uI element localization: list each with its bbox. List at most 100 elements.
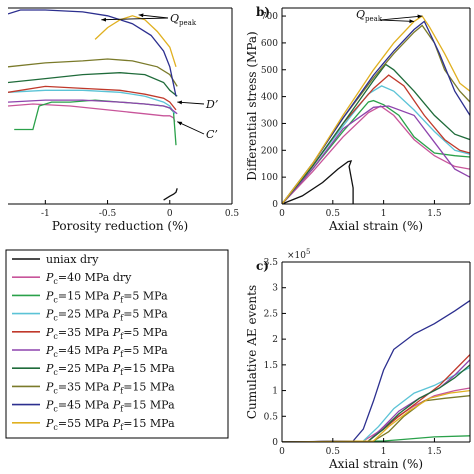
panel-a-tick-labels: -1 -0.5 0 0.5 — [41, 209, 239, 219]
panel-c-exponent-text: ×105 — [287, 248, 310, 261]
legend: uniax dry Pc=40 MPa dry Pc=15 MPa Pf=5 MPa… — [5, 249, 229, 439]
panel-a-series-pc-45-mpa-pf-5-mpa — [8, 99, 178, 115]
panel-a-x-tick-label: -1 — [41, 209, 50, 219]
panel-c-x-tick-label: 1.5 — [427, 447, 442, 457]
panel-a-c-prime-arrow-head — [177, 121, 183, 126]
panel-b-x-tick-label: 0 — [279, 209, 285, 219]
panel-b-y-tick-label: 600 — [261, 39, 278, 49]
panel-b-x-tick-label: 1.5 — [427, 209, 442, 219]
panel-c-series-pc-55-mpa-pf-15-mpa — [282, 389, 470, 442]
panel-a-d-prime-annotation: D’ — [205, 98, 218, 111]
panel-c-x-axis-label: Axial strain (%) — [328, 457, 423, 471]
panel-c-y-tick-label: 0 — [272, 438, 278, 448]
panel-c-ae-events-chart: c) 0 0.5 1 1.5 0 0.5 1 1.5 2 2.5 3 3.5 Axial strain… — [245, 248, 471, 471]
legend-entry: Pc=35 MPa Pf=5 MPa — [45, 326, 168, 341]
panel-c-series-pc-45-mpa-pf-15-mpa — [282, 300, 470, 442]
panel-b-series-uniax-dry — [282, 160, 354, 204]
panel-b-qpeak-arrow-2 — [379, 15, 423, 21]
panel-a-qpeak-arrow-2-head — [138, 13, 144, 18]
panel-a-series-pc-40-mpa-dry — [8, 103, 176, 122]
panel-b-x-tick-label: 0.5 — [326, 209, 341, 219]
panel-a-x-tick-label: -0.5 — [99, 209, 117, 219]
panel-a-series-pc-45-mpa-pf-15-mpa — [8, 9, 177, 97]
panel-b-label: b) — [256, 5, 270, 19]
panel-a-series-pc-15-mpa-pf-5-mpa — [14, 99, 177, 146]
legend-entry: Pc=45 MPa Pf=15 MPa — [45, 399, 175, 414]
panel-a-qpeak-annotation: Qpeak — [170, 12, 197, 27]
panel-b-series-pc-45-mpa-pf-5-mpa — [282, 105, 470, 204]
panel-a-series-uniax-dry — [163, 188, 178, 201]
panel-c-x-tick-label: 0.5 — [326, 447, 341, 457]
panel-a-porosity-chart: -1 -0.5 0 0.5 Porosity reduction (%) Qpeak D… — [8, 7, 239, 233]
panel-b-qpeak-arrow-1 — [379, 19, 415, 22]
panel-a-x-axis-label: Porosity reduction (%) — [52, 219, 188, 233]
panel-c-label: c) — [256, 259, 269, 273]
panel-a-series-pc-25-mpa-pf-5-mpa — [8, 89, 176, 115]
panel-c-axes — [281, 261, 471, 443]
legend-entry: uniax dry — [46, 253, 99, 266]
legend-entry: Pc=25 MPa Pf=5 MPa — [45, 308, 168, 323]
panel-c-x-tick-label: 1 — [381, 447, 387, 457]
panel-b-y-tick-label: 400 — [261, 93, 278, 103]
panel-a-series-pc-35-mpa-pf-15-mpa — [8, 58, 178, 87]
panel-b-series-pc-15-mpa-pf-5-mpa — [282, 99, 470, 204]
panel-b-qpeak-arrow-1-head — [409, 19, 415, 24]
panel-b-qpeak-arrow-2-head — [417, 14, 423, 19]
panel-b-series-lines — [282, 15, 470, 204]
panel-a-d-prime-arrow-head — [177, 100, 182, 105]
panel-a-c-prime-annotation: C’ — [206, 128, 218, 141]
panel-b-qpeak-annotation: Qpeak — [356, 8, 383, 23]
panel-a-qpeak-arrow-1-head — [101, 17, 106, 22]
panel-a-annotations: Qpeak D’ C’ — [101, 12, 218, 141]
panel-c-y-tick-label: 2 — [272, 335, 278, 345]
panel-a-series-pc-35-mpa-pf-5-mpa — [8, 85, 177, 111]
panel-c-series-lines — [282, 300, 470, 442]
panel-b-x-axis-label: Axial strain (%) — [328, 219, 423, 233]
panel-b-y-tick-label: 300 — [261, 119, 278, 129]
panel-b-y-tick-label: 700 — [261, 12, 278, 22]
panel-a-x-tick-label: 0 — [167, 209, 173, 219]
panel-a-axes — [8, 7, 233, 205]
panel-c-y-tick-label: 1.5 — [264, 361, 279, 371]
panel-c-exponent-label: ×105 — [287, 248, 310, 261]
panel-a-c-prime-arrow — [177, 121, 205, 135]
panel-b-series-pc-25-mpa-pf-5-mpa — [282, 85, 470, 204]
panel-a-series-pc-55-mpa-pf-15-mpa — [94, 15, 177, 67]
panel-a-x-tick-label: 0.5 — [225, 209, 240, 219]
panel-b-x-tick-label: 1 — [381, 209, 387, 219]
panel-b-y-tick-label: 200 — [261, 146, 278, 156]
panel-b-series-pc-35-mpa-pf-5-mpa — [282, 74, 470, 204]
legend-box — [5, 249, 229, 439]
panel-c-y-tick-label: 3.5 — [264, 258, 279, 268]
panel-c-y-axis-label: Cumulative AE events — [245, 285, 259, 419]
panel-a-series-pc-25-mpa-pf-15-mpa — [8, 72, 178, 97]
panel-b-series-pc-25-mpa-pf-15-mpa — [282, 63, 470, 204]
panel-c-y-tick-label: 2.5 — [264, 309, 279, 319]
panel-c-tick-labels: 0 0.5 1 1.5 0 0.5 1 1.5 2 2.5 3 3.5 — [264, 258, 442, 457]
panel-b-y-axis-label: Differential stress (MPa) — [245, 31, 259, 180]
panel-b-tick-labels: 0 0.5 1 1.5 0 100 200 300 400 500 600 700 — [261, 12, 442, 219]
panel-b-y-tick-label: 500 — [261, 66, 278, 76]
panel-a-series-lines — [8, 9, 178, 201]
panel-c-x-tick-label: 0 — [279, 447, 285, 457]
panel-b-series-pc-45-mpa-pf-15-mpa — [282, 20, 470, 204]
panel-c-series-pc-25-mpa-pf-15-mpa — [282, 364, 470, 442]
panel-b-axes — [281, 7, 471, 205]
legend-entry: Pc=40 MPa dry — [45, 271, 132, 286]
panel-b-series-pc-55-mpa-pf-15-mpa — [282, 15, 470, 204]
legend-entry: Pc=45 MPa Pf=5 MPa — [45, 344, 168, 359]
panel-b-y-tick-label: 100 — [261, 173, 278, 183]
panel-a-qpeak-arrow-2 — [138, 14, 169, 19]
panel-b-annotations: Qpeak — [356, 8, 423, 24]
legend-entry: Pc=25 MPa Pf=15 MPa — [45, 362, 175, 377]
panel-b-series-pc-40-mpa-dry — [282, 105, 470, 204]
legend-entry: Pc=35 MPa Pf=15 MPa — [45, 380, 175, 395]
legend-entry: Pc=55 MPa Pf=15 MPa — [45, 417, 175, 432]
panel-b-series-pc-35-mpa-pf-15-mpa — [282, 24, 470, 204]
panel-c-y-tick-label: 1 — [272, 387, 278, 397]
panel-c-y-tick-label: 3 — [272, 284, 278, 294]
legend-entry: Pc=15 MPa Pf=5 MPa — [45, 289, 168, 304]
panel-c-y-tick-label: 0.5 — [264, 412, 279, 422]
panel-b-stress-strain-chart: b) 0 0.5 1 1.5 0 100 200 300 400 500 600 700 Axial … — [245, 5, 471, 233]
